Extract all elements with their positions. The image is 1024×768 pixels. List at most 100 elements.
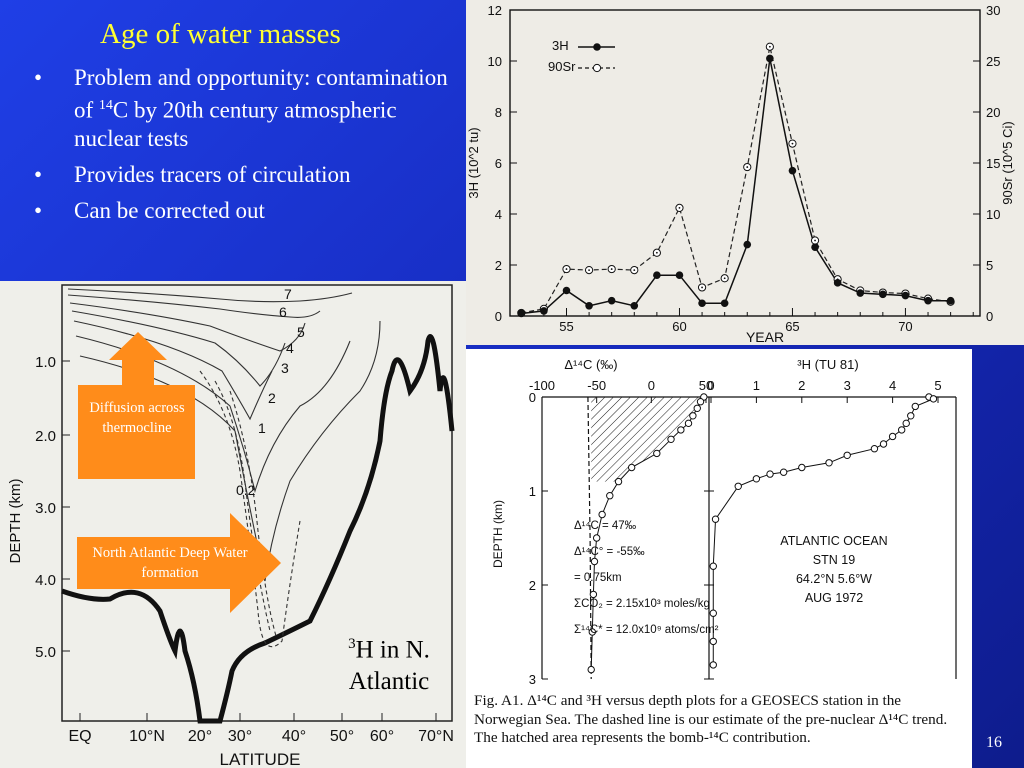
contour-label: 2 <box>268 390 276 406</box>
y-right-tick-label: 5 <box>986 258 993 273</box>
figure-caption: Fig. A1. Δ¹⁴C and ³H versus depth plots … <box>474 692 969 748</box>
y-right-tick-label: 0 <box>986 309 993 324</box>
contour-line <box>71 310 286 387</box>
tritium-strontium-chart: 0 2 4 6 8 10 12 0 5 10 15 20 25 30 55 60 65 70 YEAR 3H (10^… <box>466 0 1024 345</box>
h3-point <box>888 432 897 441</box>
h3-point <box>879 440 888 448</box>
y-right-tick-label: 20 <box>986 105 1000 120</box>
depth-tick-label: 4.0 <box>35 572 56 589</box>
depth-tick-label: 3.0 <box>35 500 56 517</box>
depth-tick-label: 2.0 <box>35 428 56 445</box>
series-90sr-point-dot <box>655 251 658 254</box>
h3-label-sup: 3 <box>348 636 356 652</box>
h3-point <box>734 482 742 491</box>
panel1-annotation: Δ¹⁴C = 47‰ <box>574 520 637 532</box>
caption-text: Fig. A1. Δ¹⁴C and ³H versus depth plots … <box>474 692 948 746</box>
panel2-annotation: 64.2°N 5.6°W <box>796 572 872 586</box>
series-3h-point <box>946 296 955 305</box>
contour-label: 4 <box>286 340 294 356</box>
panel2-x-label: ³H (TU 81) <box>797 357 858 372</box>
h3-label-line1: H in N. <box>355 636 430 664</box>
bullet-text-cont: C by 20th century atmospheric nuclear te… <box>74 97 397 151</box>
panel1-annotation: = 0.75km <box>574 572 622 584</box>
legend-marker-3h <box>593 43 601 51</box>
contour-label: 3 <box>281 360 289 376</box>
y-right-axis-label: 90Sr (10^5 Ci) <box>1000 121 1015 204</box>
panel2-x-tick-label: 2 <box>798 378 805 393</box>
lat-tick-label: 40° <box>282 728 306 745</box>
depth-tick-label: 1 <box>529 484 536 499</box>
y-right-tick-label: 15 <box>986 156 1000 171</box>
ocean-floor-line <box>61 334 455 724</box>
series-90sr-point-dot <box>746 166 749 168</box>
arrow-up-diffusion <box>78 385 195 479</box>
series-90sr-point-dot <box>768 45 771 48</box>
panel2-x-tick-label: 3 <box>844 378 851 393</box>
lat-tick-label: EQ <box>68 728 91 745</box>
depth-tick-label: 1.0 <box>35 354 56 371</box>
lat-tick-label: 70°N <box>418 728 454 745</box>
y-left-tick-label: 12 <box>488 3 502 18</box>
panel1-x-label: Δ¹⁴C (‰) <box>564 357 617 372</box>
series-3h-point <box>924 296 932 305</box>
series-3h-line <box>521 58 951 315</box>
c14-point <box>606 492 614 500</box>
h3-point <box>709 637 717 646</box>
lat-tick-label: 60° <box>370 728 394 745</box>
contour-label: 1 <box>258 420 266 436</box>
series-3h-point <box>540 307 548 315</box>
depth-axis-label: DEPTH (km) <box>491 500 505 568</box>
c14-point <box>598 510 606 519</box>
h3-point <box>709 661 717 669</box>
prenuclear-dashed-line <box>587 396 592 680</box>
series-90sr-point-dot <box>588 269 590 271</box>
h3-point <box>825 459 833 467</box>
series-3h-point <box>562 286 571 295</box>
depth-tick-label: 3 <box>529 672 536 687</box>
x-tick-label: 55 <box>559 319 573 334</box>
panel1-annotation: ΣCO₂ = 2.15x10³ moles/kg <box>574 598 710 610</box>
c14-point <box>693 404 701 412</box>
depth-tick-label: 5.0 <box>35 644 56 661</box>
y-left-tick-label: 2 <box>495 258 502 273</box>
y-left-axis-label: 3H (10^2 tu) <box>466 127 481 198</box>
panel2-annotation: STN 19 <box>813 553 855 567</box>
depth-axis-label: DEPTH (km) <box>7 479 24 564</box>
c14-point <box>589 590 598 599</box>
c14-point <box>653 449 661 458</box>
x-tick-label: 60 <box>672 319 686 334</box>
depth-tick-label: 0 <box>529 390 536 405</box>
contour-line <box>67 288 353 303</box>
series-3h-point <box>585 302 593 310</box>
contour-line <box>75 335 351 494</box>
c14-point <box>588 628 596 636</box>
h3-point <box>709 609 717 617</box>
arrow-up-head <box>109 332 167 388</box>
panel2-x-tick-label: 5 <box>934 378 941 393</box>
panel1-annotation: Δ¹⁴C° = -55‰ <box>574 546 645 558</box>
series-3h-point <box>630 302 639 310</box>
x-tick-label: 65 <box>785 319 799 334</box>
slide-number: 16 <box>986 734 1002 751</box>
contour-line <box>199 370 301 648</box>
c14-point <box>684 419 693 428</box>
series-3h-point <box>879 290 887 299</box>
lat-tick-label: 50° <box>330 728 354 745</box>
panel1-x-tick-label: -100 <box>529 378 555 393</box>
bullet-item: Problem and opportunity: contamination o… <box>28 64 458 153</box>
series-3h-point <box>653 271 661 280</box>
y-left-tick-label: 4 <box>495 207 502 222</box>
series-90sr-point-dot <box>610 268 613 270</box>
superscript-14: 14 <box>98 98 113 113</box>
h3-point <box>911 402 919 411</box>
series-90sr-point-dot <box>565 268 568 270</box>
series-3h-point <box>743 240 752 249</box>
c14-point <box>677 426 685 434</box>
contour-label: 0.2 <box>236 482 256 498</box>
panel1-annotation: Σ¹⁴C* = 12.0x10⁹ atoms/cm² <box>574 624 719 636</box>
panel2-annotation: ATLANTIC OCEAN <box>780 534 887 548</box>
c14-point <box>689 412 697 420</box>
panel2-x-tick-label: 1 <box>753 378 760 393</box>
panel2-annotation: AUG 1972 <box>805 591 863 605</box>
